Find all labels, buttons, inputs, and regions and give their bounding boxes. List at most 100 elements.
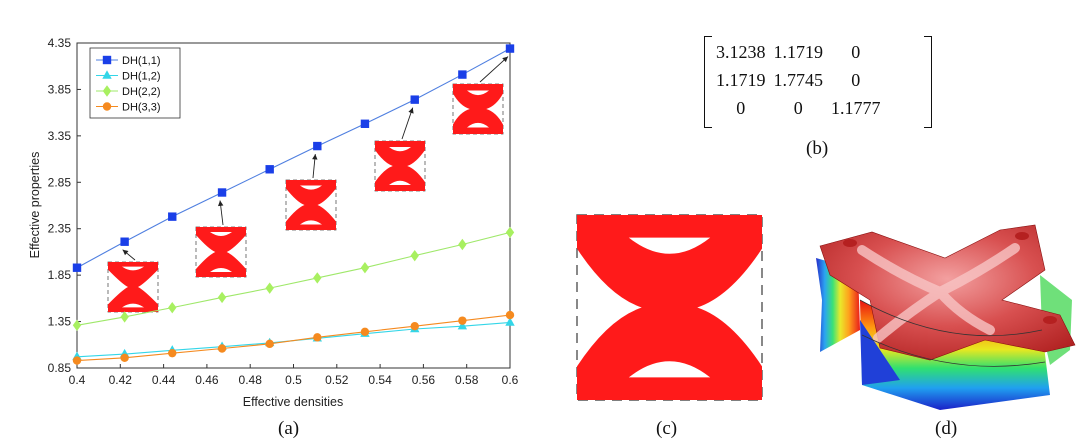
data-point — [410, 322, 419, 331]
x-tick-label: 0.6 — [502, 373, 519, 387]
matrix-left-bracket — [704, 36, 712, 128]
data-point — [505, 310, 515, 320]
inset-structure — [453, 84, 503, 134]
x-tick-label: 0.46 — [195, 373, 219, 387]
legend-marker — [102, 85, 112, 97]
caption-a: (a) — [278, 418, 300, 439]
inset-structure — [286, 180, 336, 230]
inset-cell — [285, 154, 337, 231]
unit-cell-large — [576, 214, 763, 401]
data-point — [505, 226, 515, 239]
data-point — [313, 272, 322, 284]
data-point — [265, 282, 274, 294]
x-axis: 0.4 0.42 0.44 0.46 0.48 0.5 0.52 0.54 0.56 0.58 0.… — [69, 364, 519, 387]
render-x-ribs — [857, 243, 1020, 343]
x-tick-label: 0.48 — [239, 373, 263, 387]
y-tick-label: 2.35 — [48, 222, 72, 236]
y-tick-label: 0.85 — [48, 361, 72, 375]
legend-marker — [102, 102, 112, 111]
caption-d: (d) — [935, 418, 958, 439]
matrix-cell: 1.7745 — [773, 69, 824, 90]
data-point — [265, 165, 274, 174]
y-tick-label: 3.35 — [48, 129, 72, 143]
inset-cell — [195, 200, 247, 278]
series-dh33 — [72, 310, 515, 365]
data-point — [313, 333, 322, 342]
inset-arrowhead — [122, 249, 129, 256]
matrix-cell: 0 — [793, 97, 803, 118]
data-point — [120, 353, 129, 362]
x-axis-label: Effective densities — [243, 395, 344, 409]
inset-cell — [452, 56, 509, 135]
inset-cell — [107, 249, 159, 313]
data-point — [72, 263, 82, 272]
matrix-cell: 1.1777 — [831, 97, 881, 118]
legend-label: DH(2,2) — [122, 86, 161, 98]
render-hole-2 — [1015, 232, 1029, 240]
data-point — [457, 321, 468, 330]
legend-label: DH(3,3) — [122, 102, 161, 114]
series-line — [76, 231, 511, 326]
data-point — [360, 327, 370, 336]
inset-cell — [374, 107, 426, 192]
matrix-cell: 0 — [851, 41, 861, 62]
legend: DH(1,1) DH(1,2) DH(2,2) DH(3,3) — [89, 47, 181, 119]
data-point — [458, 238, 467, 251]
matrix-row: 3.1238 1.1719 0 — [712, 38, 885, 66]
y-tick-label: 3.85 — [48, 82, 72, 96]
data-point — [72, 319, 82, 331]
data-point — [168, 348, 177, 358]
legend-marker — [102, 70, 112, 79]
inset-arrowhead — [312, 154, 318, 160]
inset-arrowhead — [502, 56, 508, 63]
data-point — [120, 311, 129, 323]
data-point — [217, 188, 227, 197]
inset-structures — [107, 56, 509, 313]
data-point — [410, 249, 419, 262]
series-dh22 — [72, 226, 515, 331]
caption-c: (c) — [656, 418, 678, 439]
series-line — [76, 314, 511, 362]
matrix-cell: 1.1719 — [716, 69, 766, 90]
y-tick-label: 1.85 — [48, 268, 72, 282]
caption-b: (b) — [806, 138, 829, 159]
data-point — [313, 141, 322, 151]
legend-label: DH(1,1) — [122, 55, 161, 67]
y-axis: 0.85 1.35 1.85 2.35 2.85 3.35 3.85 4.35 — [48, 36, 81, 375]
inset-arrowhead — [408, 107, 414, 114]
data-point — [360, 119, 370, 128]
render-contour-2 — [861, 334, 1046, 367]
matrix-cell: 0 — [851, 69, 861, 90]
x-tick-label: 0.52 — [325, 373, 349, 387]
inset-structure — [108, 262, 158, 312]
data-point — [360, 262, 370, 274]
data-point — [505, 317, 515, 326]
render-hole-3 — [1043, 316, 1057, 324]
legend-marker — [102, 55, 112, 65]
data-point — [410, 95, 419, 104]
render-contour-1 — [859, 299, 1043, 337]
x-tick-label: 0.42 — [109, 373, 133, 387]
x-tick-label: 0.5 — [285, 373, 302, 387]
matrix-cell: 1.1719 — [773, 41, 824, 62]
matrix-row: 0 0 1.1777 — [712, 94, 885, 122]
render-hole-1 — [843, 239, 857, 247]
inset-arrowhead — [217, 200, 224, 207]
inset-arrow — [479, 56, 509, 83]
y-tick-label: 1.35 — [48, 315, 72, 329]
data-point — [72, 356, 82, 365]
data-point — [217, 291, 227, 304]
series-group — [72, 44, 515, 365]
matrix-cell: 3.1238 — [716, 41, 766, 62]
matrix-right-bracket — [924, 36, 932, 128]
data-point — [505, 44, 515, 53]
y-tick-label: 4.35 — [48, 36, 72, 50]
data-point — [458, 70, 467, 79]
y-tick-label: 2.85 — [48, 175, 72, 189]
matrix-cell: 0 — [736, 97, 746, 118]
legend-label: DH(1,2) — [122, 71, 161, 83]
stiffness-matrix: 3.1238 1.1719 0 1.1719 1.7745 0 0 0 1.17… — [704, 36, 932, 128]
series-dh11 — [72, 44, 515, 272]
x-tick-label: 0.58 — [455, 373, 479, 387]
